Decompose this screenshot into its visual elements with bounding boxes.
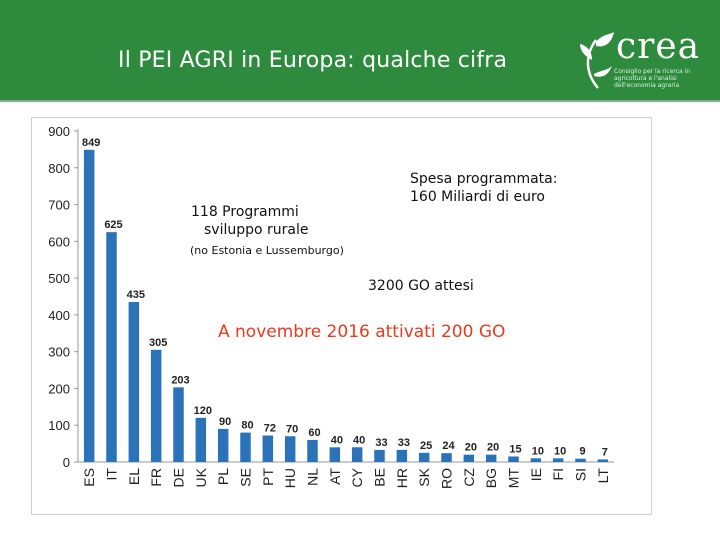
x-tick-label: HR [394, 468, 410, 488]
x-tick-label: HU [282, 468, 298, 488]
data-label: 90 [219, 416, 231, 428]
bar [307, 439, 318, 462]
data-label: 120 [194, 405, 212, 417]
data-label: 20 [487, 442, 499, 454]
data-label: 25 [420, 440, 432, 452]
leaf-logo-icon [580, 32, 614, 89]
bar [597, 459, 609, 462]
data-label: 72 [264, 423, 276, 435]
bar [351, 447, 363, 462]
y-tick-label: 0 [63, 455, 70, 470]
data-label: 20 [465, 442, 477, 454]
x-tick-label: SI [573, 468, 589, 481]
bar [217, 428, 229, 462]
data-label: 849 [82, 137, 100, 149]
y-tick-label: 600 [48, 234, 70, 249]
crea-logo: crea Consiglio per la ricerca in agricol… [578, 26, 708, 92]
data-label: 60 [308, 427, 320, 439]
bar [396, 449, 408, 462]
bar [329, 447, 341, 462]
x-tick-label: PL [215, 468, 231, 485]
bar [284, 436, 296, 462]
x-tick-label: EL [126, 468, 142, 485]
data-label: 7 [602, 446, 608, 458]
x-tick-label: MT [506, 468, 522, 489]
bar [240, 432, 251, 462]
x-tick-label: AT [327, 468, 343, 485]
x-tick-label: CY [349, 467, 365, 487]
y-tick-label: 800 [48, 161, 70, 176]
data-label: 80 [241, 420, 253, 432]
logo-wordmark: crea [616, 26, 701, 67]
y-tick-label: 900 [48, 124, 70, 139]
header-divider [0, 100, 720, 102]
data-label: 33 [375, 437, 387, 449]
x-tick-label: LT [595, 468, 611, 484]
bar [374, 449, 385, 462]
bar [530, 458, 542, 462]
data-label: 24 [442, 440, 455, 452]
data-label: 40 [331, 434, 343, 446]
bar [106, 232, 117, 462]
header-bar: Il PEI AGRI in Europa: qualche cifra cre… [0, 0, 720, 100]
data-label: 435 [127, 289, 145, 301]
data-label: 15 [509, 443, 521, 455]
y-tick-label: 400 [48, 308, 70, 323]
x-tick-label: CZ [461, 468, 477, 487]
spending-annotation: Spesa programmata: 160 Miliardi di euro [410, 170, 557, 206]
bar [418, 452, 430, 462]
bar [173, 387, 184, 462]
programs-line-2: sviluppo rurale [204, 222, 309, 238]
data-label: 625 [104, 219, 122, 231]
x-tick-label: UK [193, 467, 209, 487]
bar [508, 456, 519, 462]
x-tick-label: FR [148, 468, 164, 487]
data-label: 10 [554, 445, 566, 457]
data-label: 305 [149, 337, 167, 349]
data-label: 203 [171, 374, 189, 386]
x-tick-label: NL [305, 468, 321, 486]
x-tick-label: IT [104, 468, 120, 481]
logo-subtitle: Consiglio per la ricerca in agricoltura … [614, 68, 691, 89]
y-tick-label: 300 [48, 345, 70, 360]
bar [485, 454, 497, 462]
bar [83, 149, 95, 463]
x-tick-label: IE [528, 468, 544, 481]
bar [195, 417, 207, 462]
programs-line-1: 118 Programmi [191, 204, 299, 220]
x-tick-label: SE [238, 468, 254, 487]
x-tick-label: RO [439, 468, 455, 489]
x-tick-label: BE [372, 468, 388, 487]
data-label: 70 [286, 423, 298, 435]
y-tick-label: 700 [48, 198, 70, 213]
spending-line-1: Spesa programmata: [410, 171, 558, 187]
programs-note: (no Estonia e Lussemburgo) [190, 244, 344, 257]
bar [262, 435, 274, 462]
y-tick-label: 100 [48, 418, 70, 433]
x-tick-label: PT [260, 468, 276, 486]
bar [441, 453, 452, 462]
slide-title: Il PEI AGRI in Europa: qualche cifra [118, 48, 508, 73]
y-tick-label: 500 [48, 271, 70, 286]
spending-line-2: 160 Miliardi di euro [410, 189, 545, 205]
bar [552, 458, 564, 462]
activated-go-annotation: A novembre 2016 attivati 200 GO [218, 322, 506, 342]
x-tick-label: FI [550, 468, 566, 480]
bar [463, 454, 475, 462]
x-tick-label: ES [81, 468, 97, 487]
x-tick-label: SK [416, 467, 432, 486]
data-label: 33 [398, 437, 410, 449]
x-tick-label: BG [483, 468, 499, 488]
expected-go-annotation: 3200 GO attesi [368, 278, 474, 294]
bar [575, 458, 586, 462]
bar [128, 302, 140, 462]
data-label: 40 [353, 434, 365, 446]
data-label: 9 [579, 446, 585, 458]
y-tick-label: 200 [48, 381, 70, 396]
data-label: 10 [532, 445, 544, 457]
bar [150, 349, 162, 462]
x-tick-label: DE [171, 468, 187, 487]
programs-annotation: 118 Programmi sviluppo rurale [191, 203, 309, 239]
